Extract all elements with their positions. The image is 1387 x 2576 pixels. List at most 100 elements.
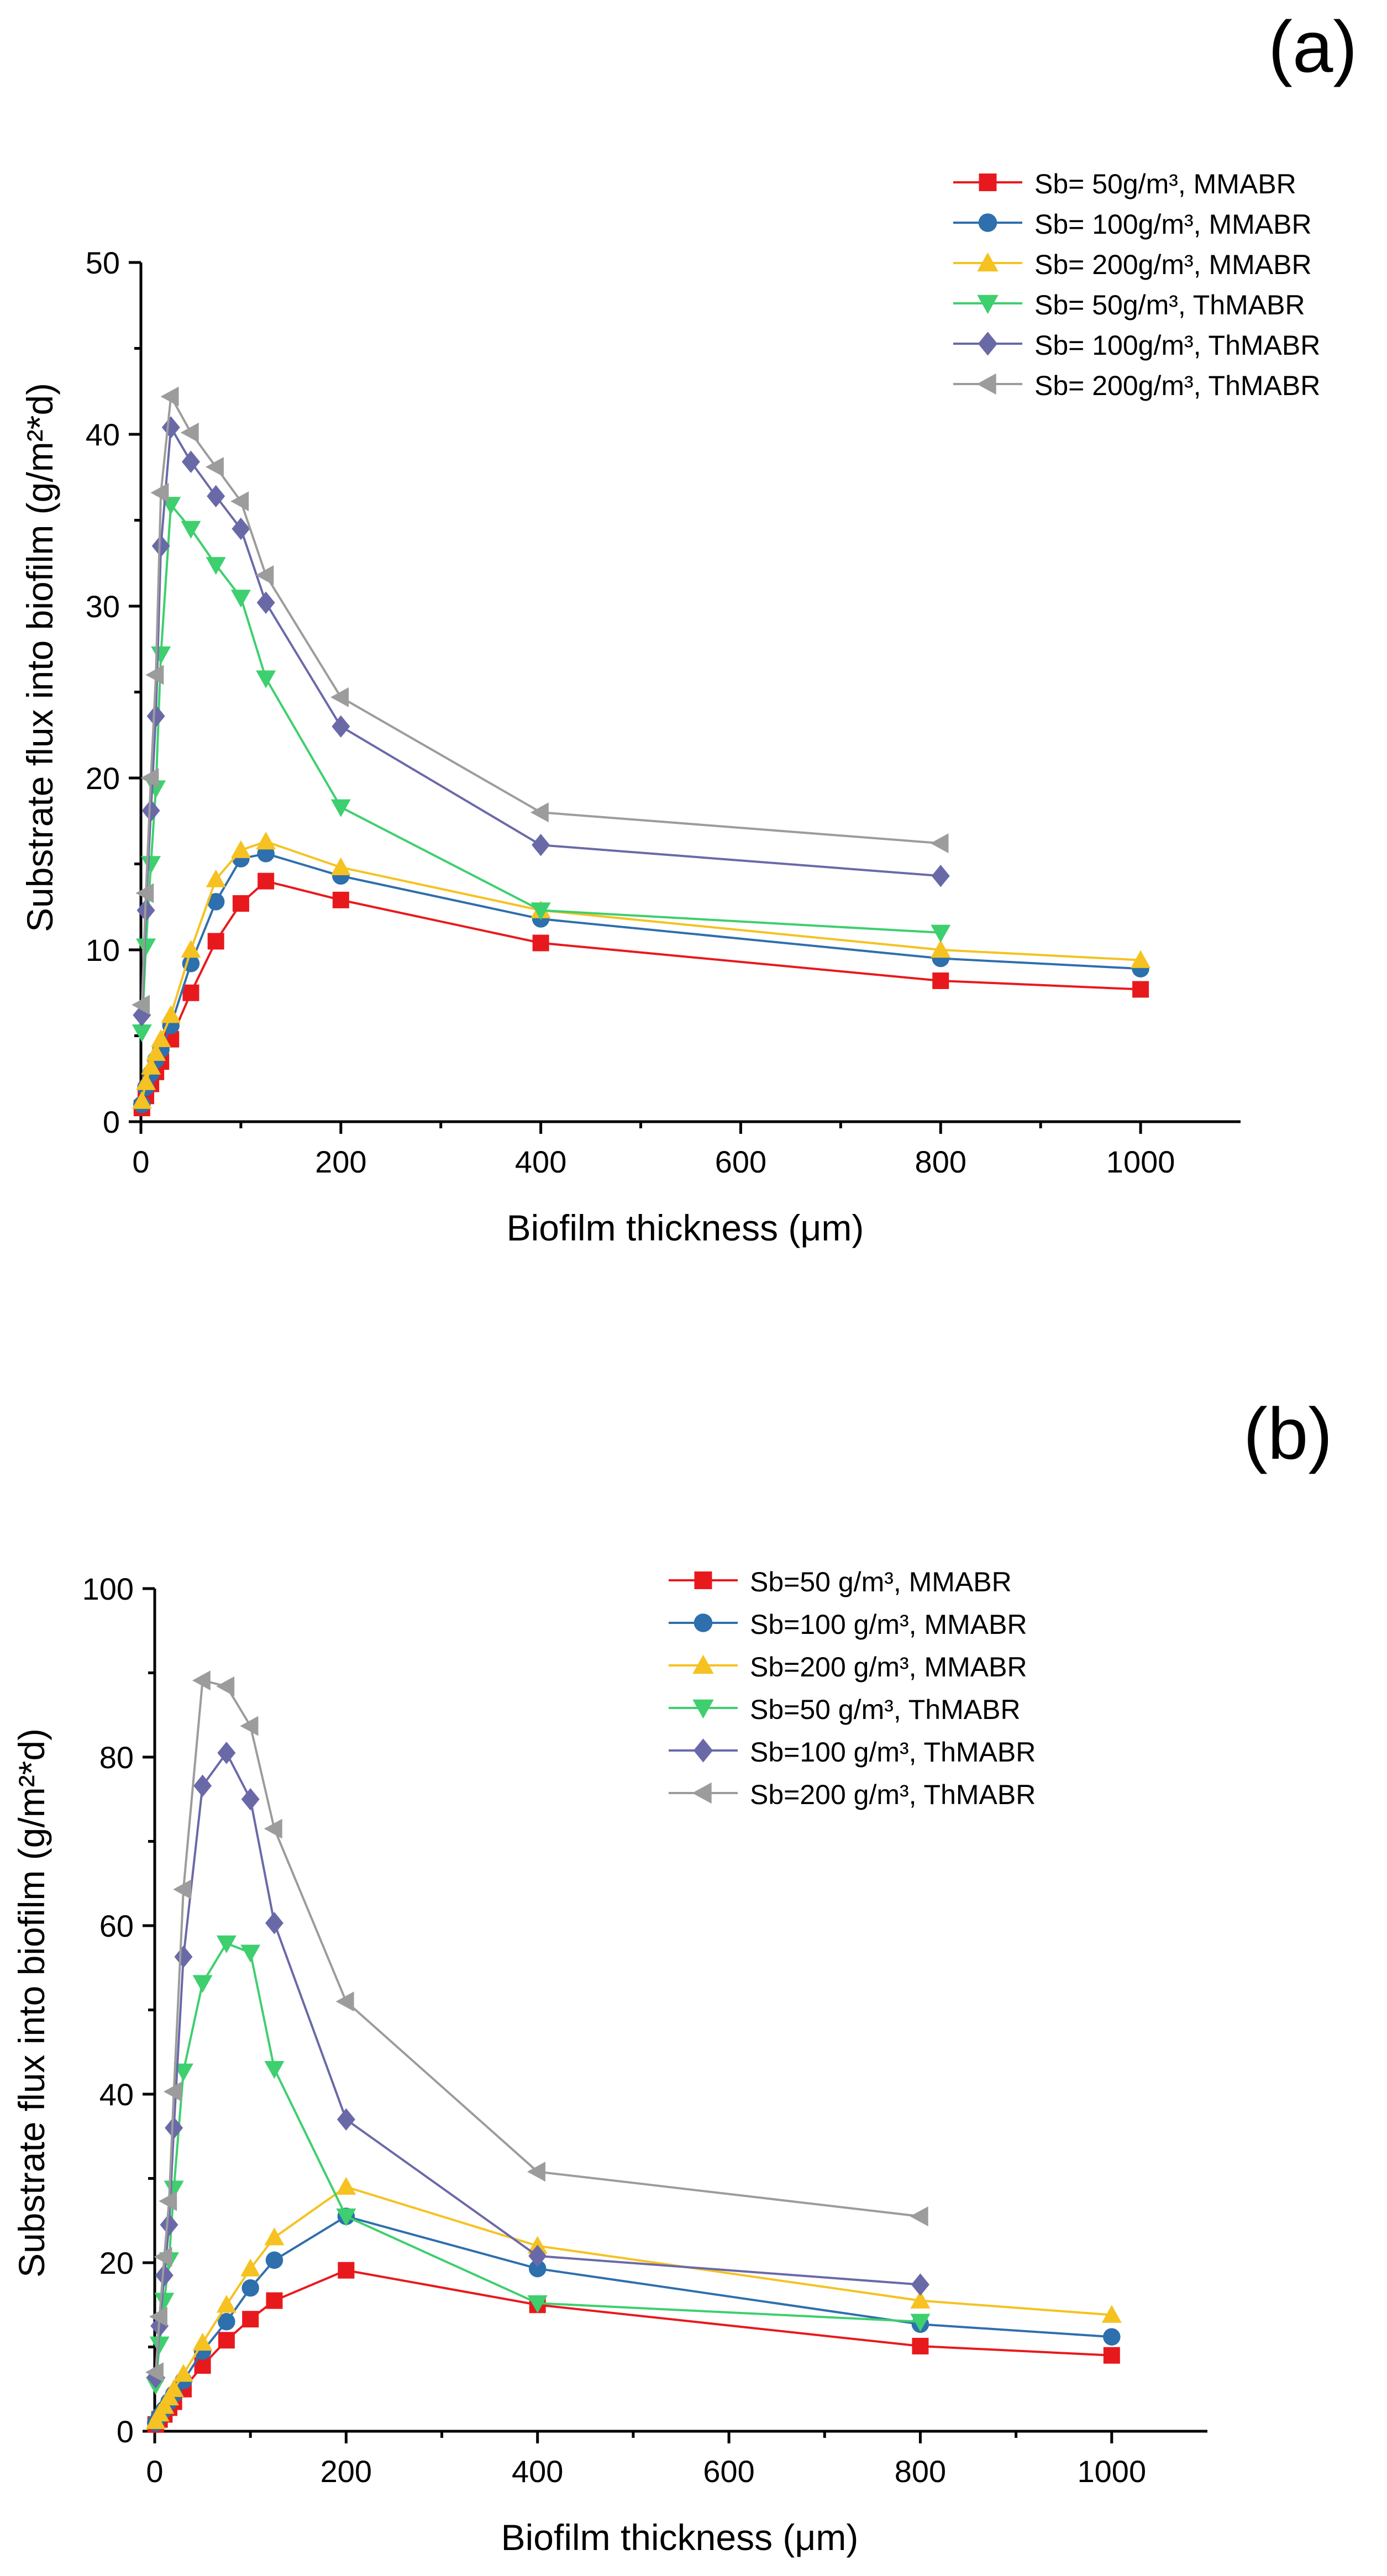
- x-tick-label: 1000: [1106, 1144, 1175, 1179]
- data-point: [240, 1716, 259, 1736]
- data-point: [256, 832, 276, 850]
- legend-marker: [694, 1613, 713, 1632]
- data-point: [332, 891, 349, 908]
- data-point: [1103, 2328, 1121, 2346]
- data-point: [181, 450, 200, 474]
- series-line: [140, 840, 1141, 1102]
- data-point: [218, 2332, 235, 2349]
- data-point: [146, 1043, 166, 1061]
- data-point: [527, 2162, 545, 2182]
- x-tick-label: 1000: [1078, 2454, 1147, 2489]
- legend-marker: [693, 1738, 713, 1763]
- data-point: [218, 2313, 235, 2331]
- data-point: [207, 485, 225, 508]
- data-point: [173, 2063, 193, 2081]
- data-point: [151, 534, 170, 558]
- data-point: [164, 2379, 184, 2397]
- data-point: [265, 1912, 283, 1934]
- data-point: [217, 1742, 236, 1764]
- legend-label: Sb= 100g/m³, ThMABR: [1034, 330, 1320, 361]
- data-point: [141, 799, 160, 822]
- data-point: [207, 893, 225, 911]
- data-point: [241, 1788, 260, 1811]
- series-line: [154, 2215, 1112, 2423]
- legend-label: Sb= 200g/m³, ThMABR: [1034, 370, 1320, 401]
- data-point: [528, 2244, 547, 2268]
- x-tick-label: 0: [146, 2454, 163, 2489]
- data-point: [1131, 950, 1151, 968]
- legend-marker: [694, 1571, 712, 1589]
- data-point: [912, 2337, 929, 2354]
- y-axis-title-b: Substrate flux into biofilm (g/m²*d): [11, 1728, 52, 2278]
- data-point: [532, 834, 550, 856]
- legend-marker: [978, 213, 997, 232]
- y-tick-label: 100: [82, 1571, 134, 1606]
- legend-marker: [976, 373, 996, 395]
- x-axis-title-a: Biofilm thickness (μm): [507, 1207, 864, 1248]
- y-tick-label: 60: [99, 1909, 134, 1943]
- data-point: [206, 869, 226, 887]
- axis-frame: [153, 1589, 1207, 2433]
- data-point: [230, 840, 251, 858]
- y-tick-label: 50: [86, 245, 120, 280]
- series-line: [140, 502, 941, 1033]
- data-point: [132, 1024, 152, 1043]
- legend-label: Sb=200 g/m³, MMABR: [750, 1652, 1027, 1683]
- data-point: [145, 2362, 164, 2383]
- data-point: [161, 416, 180, 439]
- data-point: [337, 2108, 355, 2131]
- y-tick-label: 20: [86, 761, 120, 796]
- data-point: [141, 856, 161, 874]
- data-point: [931, 865, 950, 887]
- data-point: [530, 902, 551, 921]
- legend-marker: [978, 332, 998, 356]
- data-point: [161, 1005, 181, 1023]
- data-point: [181, 521, 201, 539]
- data-point: [165, 2116, 183, 2139]
- legend-label: Sb=100 g/m³, MMABR: [750, 1609, 1027, 1640]
- panel-label-a: (a): [1268, 6, 1357, 87]
- chart-panel-b: (b) Substrate flux into biofilm (g/m²*d)…: [11, 1393, 1332, 2558]
- x-tick-label: 600: [703, 2454, 754, 2489]
- legend-a: Sb= 50g/m³, MMABR Sb= 100g/m³, MMABR Sb= 2…: [953, 169, 1320, 401]
- y-tick-label: 30: [86, 589, 120, 624]
- series-layer-a: [132, 386, 1151, 1117]
- series-layer-b: [145, 1670, 1122, 2433]
- data-point: [255, 565, 274, 586]
- series-line: [155, 2269, 1112, 2426]
- data-point: [182, 984, 199, 1001]
- data-point: [132, 995, 150, 1015]
- legend-label: Sb= 100g/m³, MMABR: [1034, 209, 1312, 240]
- legend-marker: [692, 1699, 714, 1719]
- data-point: [265, 2251, 283, 2269]
- data-point: [160, 2214, 178, 2236]
- legend-label: Sb= 200g/m³, MMABR: [1034, 249, 1312, 280]
- chart-panel-a: (a) Substrate flux into biofilm (g/m²*d)…: [19, 6, 1357, 1248]
- data-point: [205, 457, 224, 477]
- data-point: [180, 422, 199, 443]
- legend-marker: [979, 174, 997, 191]
- data-point: [264, 2061, 285, 2079]
- legend-label: Sb=100 g/m³, ThMABR: [750, 1737, 1036, 1768]
- data-point: [338, 2262, 355, 2279]
- data-point: [173, 2364, 193, 2382]
- data-point: [192, 1670, 211, 1691]
- series-line: [140, 852, 1141, 1105]
- data-point: [336, 2208, 356, 2227]
- data-point: [266, 2292, 283, 2309]
- data-point: [160, 386, 179, 407]
- legend-label: Sb= 50g/m³, ThMABR: [1034, 290, 1305, 320]
- x-tick-label: 400: [515, 1144, 566, 1179]
- legend-label: Sb= 50g/m³, MMABR: [1034, 169, 1296, 199]
- data-point: [136, 938, 156, 956]
- series-line: [154, 1942, 921, 2385]
- data-point: [216, 2295, 237, 2313]
- data-point: [256, 591, 275, 614]
- legend-marker: [692, 1782, 712, 1804]
- data-point: [911, 2273, 929, 2296]
- y-axis-title-a: Substrate flux into biofilm (g/m²*d): [19, 383, 60, 932]
- y-tick-label: 20: [99, 2246, 134, 2280]
- data-point: [930, 833, 949, 854]
- x-tick-label: 800: [915, 1144, 966, 1179]
